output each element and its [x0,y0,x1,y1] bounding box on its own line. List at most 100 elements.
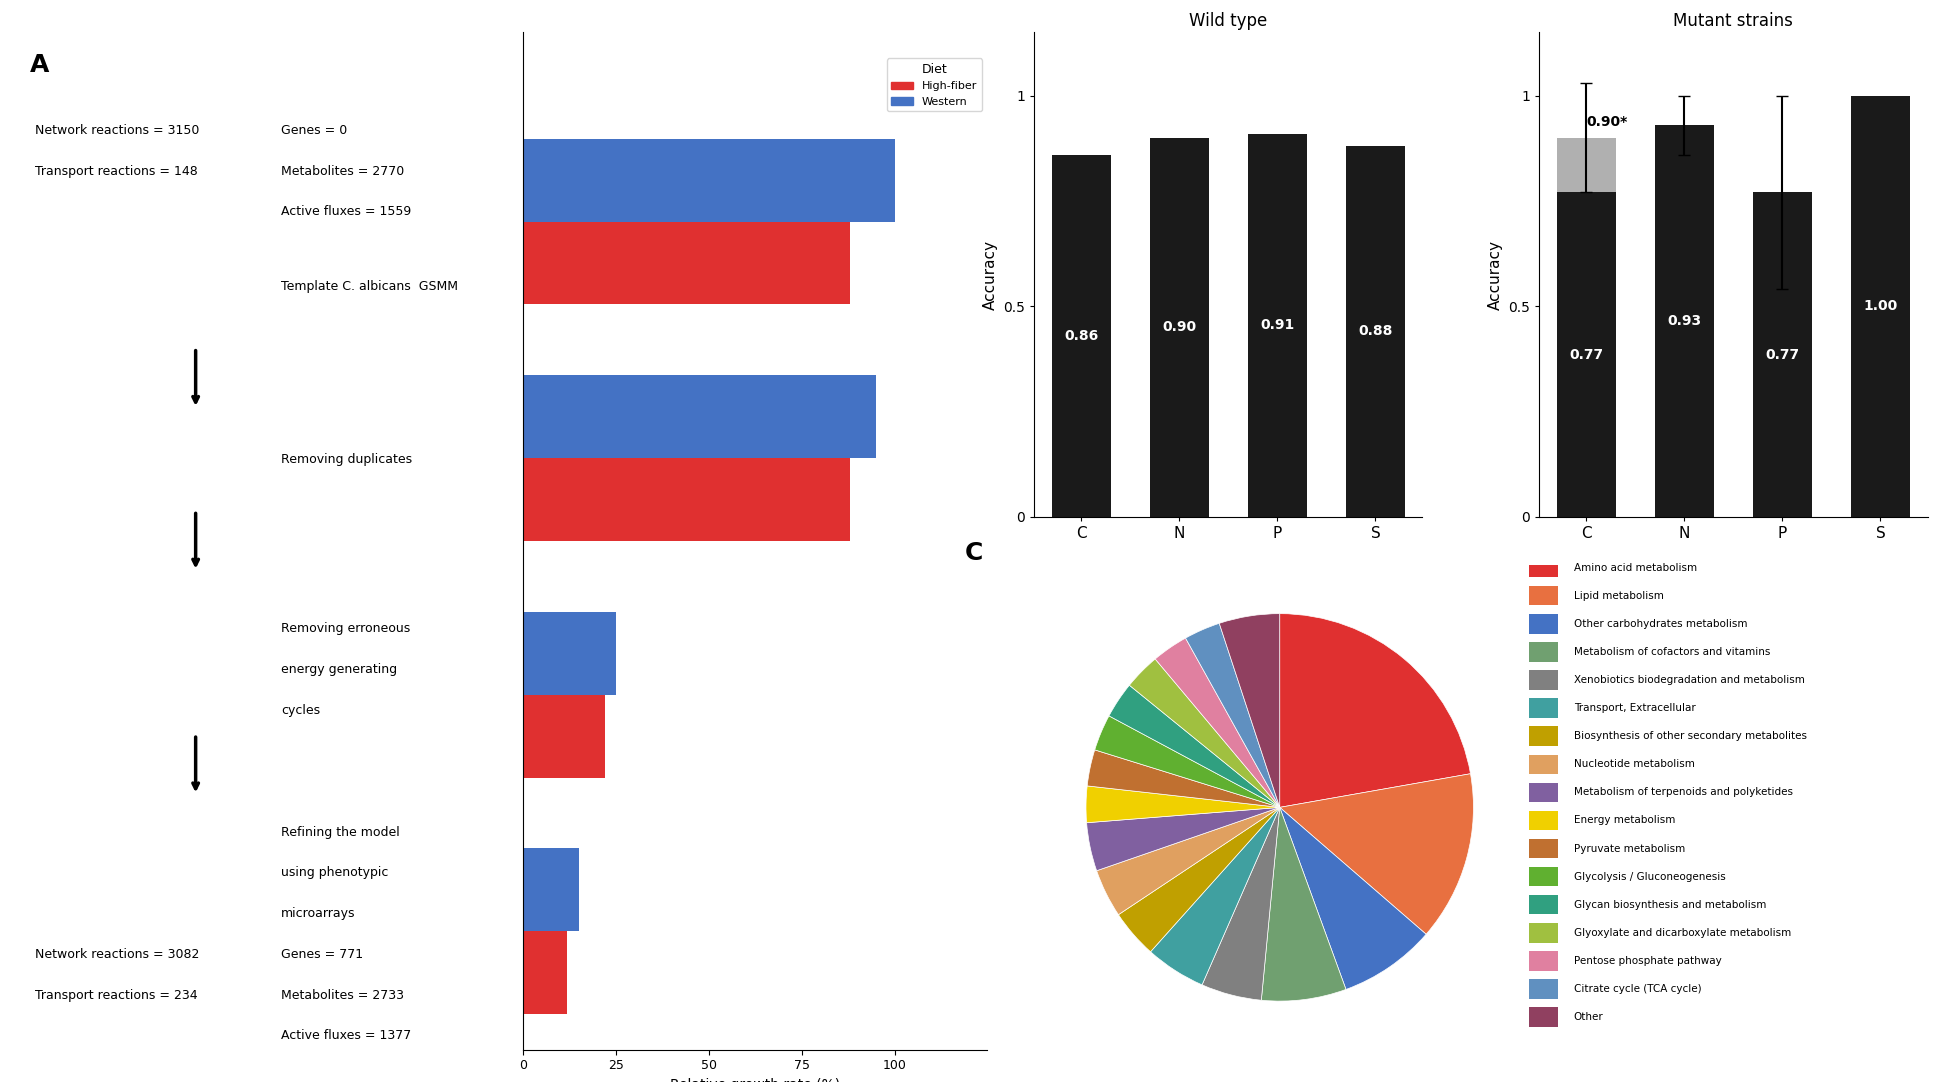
Text: Glycolysis / Gluconeogenesis: Glycolysis / Gluconeogenesis [1573,872,1725,882]
Bar [524,695,606,778]
Bar [1345,146,1406,517]
FancyBboxPatch shape [1530,643,1558,661]
FancyBboxPatch shape [1530,923,1558,942]
Text: Glyoxylate and dicarboxylate metabolism: Glyoxylate and dicarboxylate metabolism [1573,928,1791,938]
Text: Removing duplicates: Removing duplicates [280,453,413,466]
Text: microarrays: microarrays [280,907,356,920]
FancyBboxPatch shape [1530,979,1558,999]
Text: C: C [966,541,983,565]
X-axis label: Relative growth rate (%): Relative growth rate (%) [670,1078,841,1082]
Wedge shape [1262,807,1345,1001]
FancyBboxPatch shape [1530,951,1558,971]
Wedge shape [1151,807,1279,985]
Text: 0.77: 0.77 [1766,347,1799,361]
Text: Genes = 771: Genes = 771 [280,948,364,961]
Text: 1.00: 1.00 [1863,300,1898,313]
Text: Transport reactions = 234: Transport reactions = 234 [35,989,197,1002]
FancyBboxPatch shape [1530,615,1558,633]
Y-axis label: Accuracy: Accuracy [1488,239,1503,309]
Text: Xenobiotics biodegradation and metabolism: Xenobiotics biodegradation and metabolis… [1573,675,1805,685]
FancyBboxPatch shape [1530,754,1558,774]
Wedge shape [1094,716,1279,807]
Text: Metabolites = 2770: Metabolites = 2770 [280,164,405,177]
Text: Pyruvate metabolism: Pyruvate metabolism [1573,844,1684,854]
Title: Wild type: Wild type [1190,12,1267,29]
Text: Active fluxes = 1559: Active fluxes = 1559 [280,206,411,219]
Bar [1151,137,1209,517]
Wedge shape [1086,786,1279,822]
Text: Nucleotide metabolism: Nucleotide metabolism [1573,760,1694,769]
Wedge shape [1279,613,1470,807]
Bar [1248,133,1306,517]
Bar [524,612,615,695]
Text: 0.77: 0.77 [1569,347,1602,361]
Wedge shape [1118,807,1279,952]
Text: Pentose phosphate pathway: Pentose phosphate pathway [1573,955,1721,966]
Text: Glycan biosynthesis and metabolism: Glycan biosynthesis and metabolism [1573,900,1766,910]
Bar [1655,126,1713,517]
Bar [1852,95,1910,517]
Text: cycles: cycles [280,703,321,716]
Wedge shape [1110,685,1279,807]
Text: Citrate cycle (TCA cycle): Citrate cycle (TCA cycle) [1573,984,1702,994]
Wedge shape [1129,659,1279,807]
Text: Other: Other [1573,1012,1604,1022]
Text: energy generating: energy generating [280,663,397,676]
Text: Transport reactions = 148: Transport reactions = 148 [35,164,197,177]
FancyBboxPatch shape [1530,1007,1558,1027]
FancyBboxPatch shape [1530,839,1558,858]
Wedge shape [1279,807,1425,989]
Text: 0.91: 0.91 [1260,318,1295,332]
Bar [524,848,578,932]
FancyBboxPatch shape [1530,698,1558,717]
Text: Amino acid metabolism: Amino acid metabolism [1573,563,1698,572]
FancyBboxPatch shape [1530,782,1558,802]
Text: using phenotypic: using phenotypic [280,867,389,880]
Bar [1051,155,1110,517]
Bar [524,458,851,541]
Text: Removing erroneous: Removing erroneous [280,622,411,635]
Wedge shape [1186,623,1279,807]
Text: Lipid metabolism: Lipid metabolism [1573,591,1663,601]
Text: Biosynthesis of other secondary metabolites: Biosynthesis of other secondary metaboli… [1573,731,1807,741]
Bar [524,932,567,1014]
FancyBboxPatch shape [1530,867,1558,886]
Wedge shape [1155,638,1279,807]
Text: A: A [29,53,49,77]
Bar [1558,193,1616,517]
Legend: High-fiber, Western: High-fiber, Western [886,58,981,111]
Text: 0.90: 0.90 [1162,320,1195,334]
Bar [524,222,851,304]
Wedge shape [1279,774,1474,934]
Y-axis label: Accuracy: Accuracy [983,239,997,309]
FancyBboxPatch shape [1530,558,1558,578]
Wedge shape [1219,613,1279,807]
Title: Mutant strains: Mutant strains [1672,12,1793,29]
Wedge shape [1086,750,1279,807]
Text: Other carbohydrates metabolism: Other carbohydrates metabolism [1573,619,1746,629]
Text: 0.90*: 0.90* [1587,116,1628,130]
Bar [1752,193,1813,517]
Bar [1558,137,1616,193]
Text: Metabolism of cofactors and vitamins: Metabolism of cofactors and vitamins [1573,647,1770,657]
Text: Refining the model: Refining the model [280,826,399,839]
Text: Network reactions = 3082: Network reactions = 3082 [35,948,199,961]
FancyBboxPatch shape [1530,671,1558,689]
Text: Template C. albicans  GSMM: Template C. albicans GSMM [280,280,458,293]
FancyBboxPatch shape [1530,586,1558,606]
Text: 0.93: 0.93 [1667,314,1702,328]
Bar [524,375,876,458]
Wedge shape [1201,807,1279,1000]
Wedge shape [1086,807,1279,871]
Text: Energy metabolism: Energy metabolism [1573,816,1674,826]
Text: Transport, Extracellular: Transport, Extracellular [1573,703,1696,713]
FancyBboxPatch shape [1530,810,1558,830]
Text: Metabolism of terpenoids and polyketides: Metabolism of terpenoids and polyketides [1573,788,1793,797]
Text: 0.86: 0.86 [1063,329,1098,343]
Text: Genes = 0: Genes = 0 [280,124,347,137]
FancyBboxPatch shape [1530,895,1558,914]
Text: 0.88: 0.88 [1359,325,1392,339]
FancyBboxPatch shape [1530,726,1558,745]
Bar [524,138,894,222]
Text: Active fluxes = 1377: Active fluxes = 1377 [280,1029,411,1042]
